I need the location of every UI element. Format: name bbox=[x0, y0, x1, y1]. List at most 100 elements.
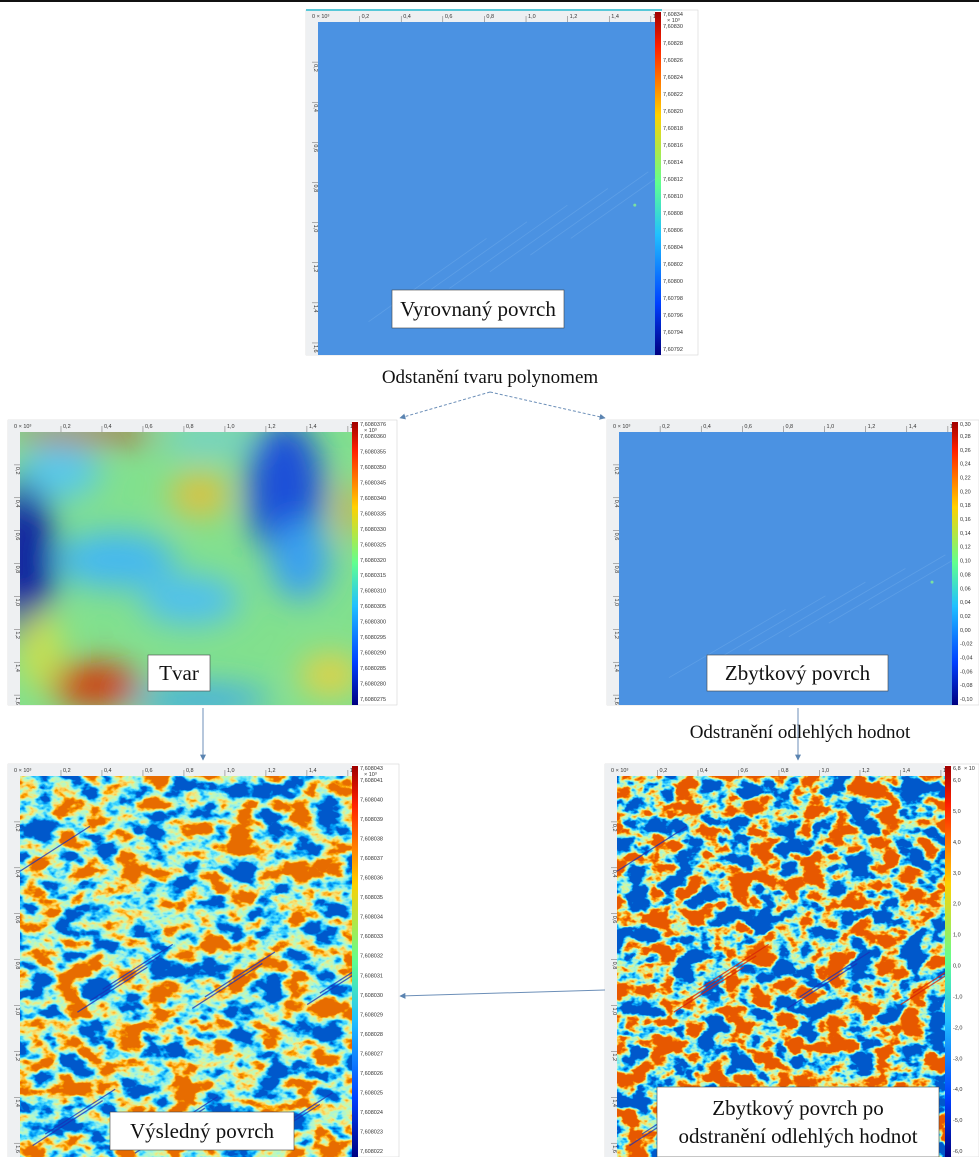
y-axis-label: 1,0 bbox=[14, 1008, 20, 1016]
scale-label: 7,6080335 bbox=[360, 511, 386, 517]
scale-label: 7,608033 bbox=[360, 934, 383, 940]
x-axis-label: 0,2 bbox=[662, 424, 670, 430]
scale-label: -0,10 bbox=[960, 697, 973, 703]
scale-label: 7,608038 bbox=[360, 837, 383, 843]
top-ruler bbox=[605, 764, 945, 776]
y-axis-label: 0,4 bbox=[14, 870, 20, 878]
diagram: 0 × 10³ 0,2 0,2 0,4 0,4 0,6 0,6 0,8 0,8 1,0 1,0 1,2… bbox=[0, 0, 979, 1157]
y-axis-label: 0,4 bbox=[611, 870, 617, 878]
scale-label: 7,608025 bbox=[360, 1090, 383, 1096]
y-axis-label: 0,2 bbox=[312, 64, 318, 72]
blob bbox=[140, 575, 240, 625]
scale-label: 0,06 bbox=[960, 586, 971, 592]
x-axis-label: 0,4 bbox=[703, 424, 711, 430]
y-axis-label: 0,6 bbox=[611, 916, 617, 924]
scale-label: -1,0 bbox=[953, 994, 962, 1000]
x-axis-label: 1,0 bbox=[227, 768, 235, 774]
blob bbox=[170, 473, 230, 517]
scale-label: 7,60814 bbox=[663, 160, 683, 166]
y-axis-label: 1,2 bbox=[611, 1053, 617, 1061]
scale-label: 7,60822 bbox=[663, 92, 683, 98]
x-axis-label: 1,4 bbox=[309, 424, 317, 430]
scale-label: 7,6080310 bbox=[360, 589, 386, 595]
x-axis-label: 0,2 bbox=[63, 424, 71, 430]
y-axis-label: 1,6 bbox=[613, 697, 619, 705]
x-axis-label: 1,0 bbox=[827, 424, 835, 430]
scale-label: 0,28 bbox=[960, 434, 971, 440]
panel: 0 × 10³0,20,20,40,40,60,60,80,81,01,01,2… bbox=[0, 420, 397, 714]
top-ruler bbox=[306, 10, 655, 22]
x-axis-label: 1,4 bbox=[611, 14, 619, 20]
axis-origin: 0 × 10³ bbox=[14, 424, 31, 430]
scale-label: 7,60810 bbox=[663, 194, 683, 200]
blob bbox=[50, 663, 140, 707]
scale-label: 0,30 bbox=[960, 422, 971, 428]
body: { "axis": {"origin": "0 × 10³", "ticks":… bbox=[0, 0, 979, 1157]
x-axis-label: 0,2 bbox=[362, 14, 370, 20]
y-axis-label: 0,8 bbox=[14, 566, 20, 574]
scale-label: 0,10 bbox=[960, 559, 971, 565]
x-axis-label: 0,4 bbox=[104, 768, 112, 774]
scale-label: 0,12 bbox=[960, 545, 971, 551]
y-axis-label: 1,4 bbox=[613, 664, 619, 672]
scale-unit: × 10³ bbox=[364, 428, 377, 434]
scale-label: 0,02 bbox=[960, 614, 971, 620]
x-axis-label: 1,2 bbox=[268, 768, 276, 774]
blob bbox=[160, 430, 260, 450]
blob bbox=[270, 520, 330, 600]
caption: Tvar bbox=[159, 661, 199, 685]
caption: Zbytkový povrch po bbox=[712, 1096, 883, 1120]
scale-label: 7,6080345 bbox=[360, 480, 386, 486]
scale-label: 7,6080290 bbox=[360, 651, 386, 657]
scale-label: 0,14 bbox=[960, 531, 971, 537]
spot bbox=[931, 581, 934, 584]
scale-label: -5,0 bbox=[953, 1118, 962, 1124]
y-axis-label: 1,4 bbox=[611, 1099, 617, 1107]
blob bbox=[18, 610, 62, 690]
scale-label: -0,08 bbox=[960, 683, 973, 689]
x-axis-label: 0,4 bbox=[700, 768, 708, 774]
x-axis-label: 1,2 bbox=[862, 768, 870, 774]
scale-label: -0,04 bbox=[960, 655, 973, 661]
x-axis-label: 0,6 bbox=[445, 14, 453, 20]
scale-label: 7,6080330 bbox=[360, 527, 386, 533]
scale-label: 0,18 bbox=[960, 503, 971, 509]
scale-unit: × 10³ bbox=[364, 772, 377, 778]
y-axis-label: 1,0 bbox=[14, 598, 20, 606]
surface bbox=[20, 776, 352, 1157]
y-axis-label: 1,2 bbox=[312, 265, 318, 273]
scale-label: 7,6080285 bbox=[360, 666, 386, 672]
scale-label: 0,08 bbox=[960, 572, 971, 578]
x-axis-label: 0,6 bbox=[145, 768, 153, 774]
x-axis-label: 0,8 bbox=[186, 424, 194, 430]
scale-label: 7,60830 bbox=[663, 24, 683, 30]
y-axis-label: 0,6 bbox=[14, 916, 20, 924]
scale-label: -6,0 bbox=[953, 1149, 962, 1155]
x-axis-label: 0,4 bbox=[104, 424, 112, 430]
page: Surface processing diagram html, body { … bbox=[0, 0, 979, 1157]
y-axis-label: 0,2 bbox=[611, 824, 617, 832]
spot bbox=[633, 204, 636, 207]
scale-label: -3,0 bbox=[953, 1056, 962, 1062]
scale-label: 7,60798 bbox=[663, 296, 683, 302]
scale-label: 7,6080275 bbox=[360, 697, 386, 703]
scale-label: 7,608027 bbox=[360, 1051, 383, 1057]
top-ruler bbox=[8, 764, 352, 776]
scale-label: -2,0 bbox=[953, 1025, 962, 1031]
scale-label: 7,6080320 bbox=[360, 558, 386, 564]
y-axis-label: 0,2 bbox=[14, 824, 20, 832]
colorbar bbox=[952, 422, 958, 705]
scale-label: 7,608032 bbox=[360, 954, 383, 960]
blob bbox=[300, 655, 360, 695]
colorbar bbox=[655, 12, 661, 355]
y-axis-label: 1,0 bbox=[613, 598, 619, 606]
y-axis-label: 1,6 bbox=[14, 1145, 20, 1153]
scale-label: 7,608035 bbox=[360, 895, 383, 901]
y-axis-label: 0,2 bbox=[613, 467, 619, 475]
scale-label: 7,6080300 bbox=[360, 620, 386, 626]
scale-label: 7,608024 bbox=[360, 1110, 383, 1116]
x-axis-label: 1,2 bbox=[868, 424, 876, 430]
y-axis-label: 0,8 bbox=[611, 962, 617, 970]
scale-label: 7,60804 bbox=[663, 245, 683, 251]
blob bbox=[55, 532, 175, 588]
